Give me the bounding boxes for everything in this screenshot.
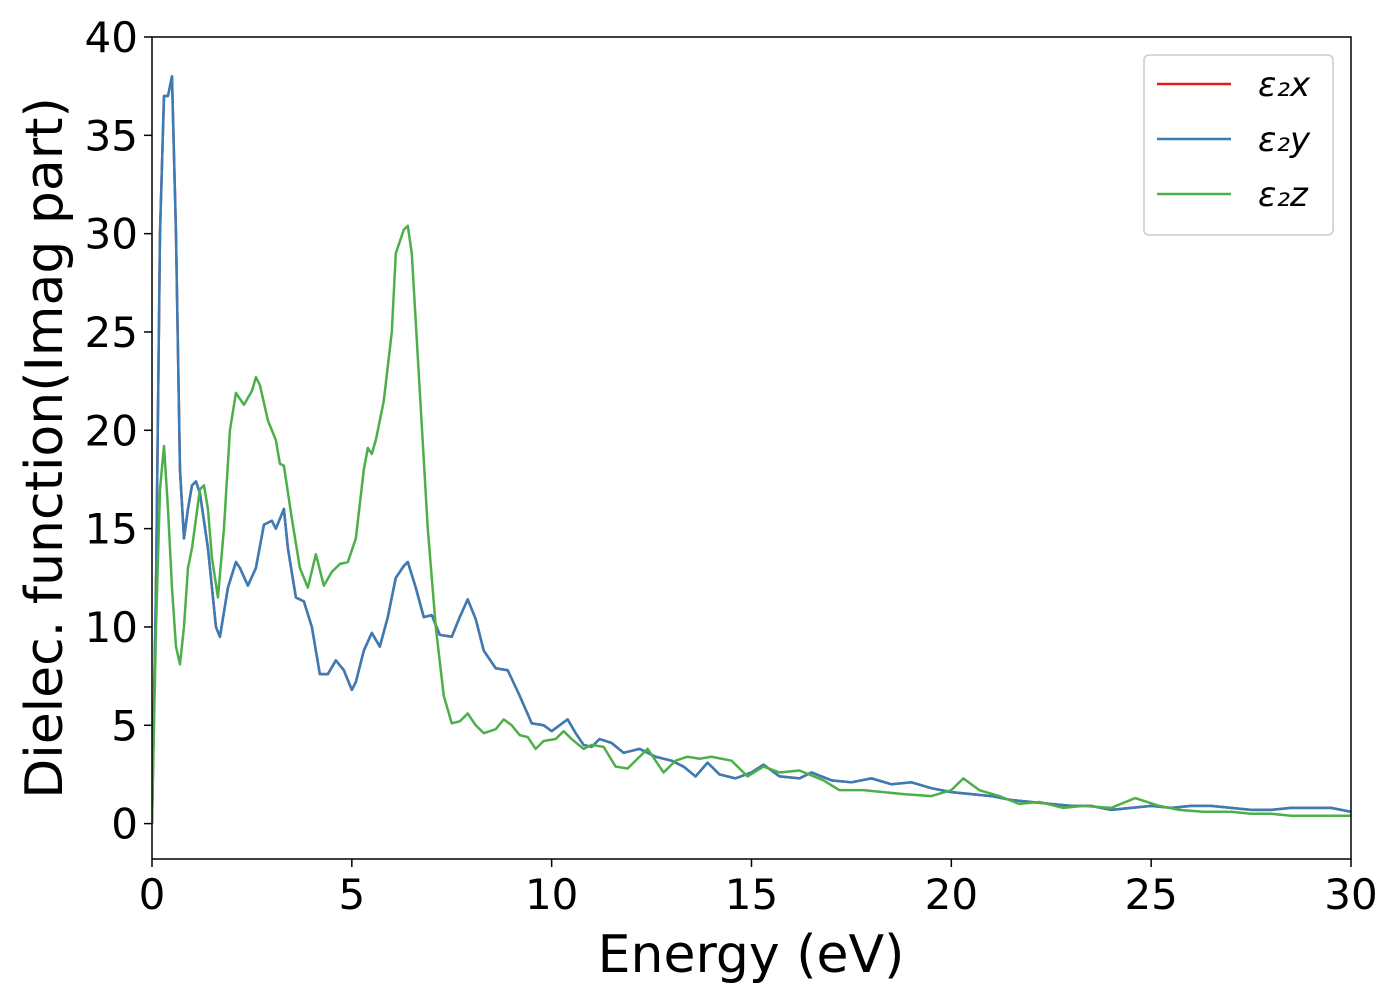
x-tick-label: 0	[139, 870, 166, 919]
line	[152, 224, 1351, 824]
plot-frame	[151, 36, 1352, 860]
y-tick-label: 20	[85, 406, 138, 455]
y-tick-label: 25	[85, 308, 138, 357]
x-tick-label: 30	[1324, 870, 1377, 919]
y-tick-label: 40	[85, 13, 138, 62]
y-tick-label: 15	[85, 505, 138, 554]
x-tick-label: 10	[525, 870, 578, 919]
y-axis-label: Dielec. function(Imag part)	[15, 97, 75, 799]
x-tick-label: 20	[925, 870, 978, 919]
x-tick-label: 15	[725, 870, 778, 919]
x-tick-label: 5	[338, 870, 365, 919]
y-tick-label: 30	[85, 210, 138, 259]
y-tick-label: 0	[111, 800, 138, 849]
y-tick-label: 10	[85, 603, 138, 652]
legend-label: ε₂x	[1258, 65, 1311, 105]
x-axis-label: Energy (eV)	[598, 925, 905, 985]
x-tick-label: 25	[1124, 870, 1177, 919]
legend-label: ε₂y	[1258, 120, 1311, 160]
legend-label: ε₂z	[1258, 175, 1309, 215]
legend-box	[1143, 54, 1334, 236]
y-tick-label: 35	[85, 111, 138, 160]
y-tick-label: 5	[111, 701, 138, 750]
